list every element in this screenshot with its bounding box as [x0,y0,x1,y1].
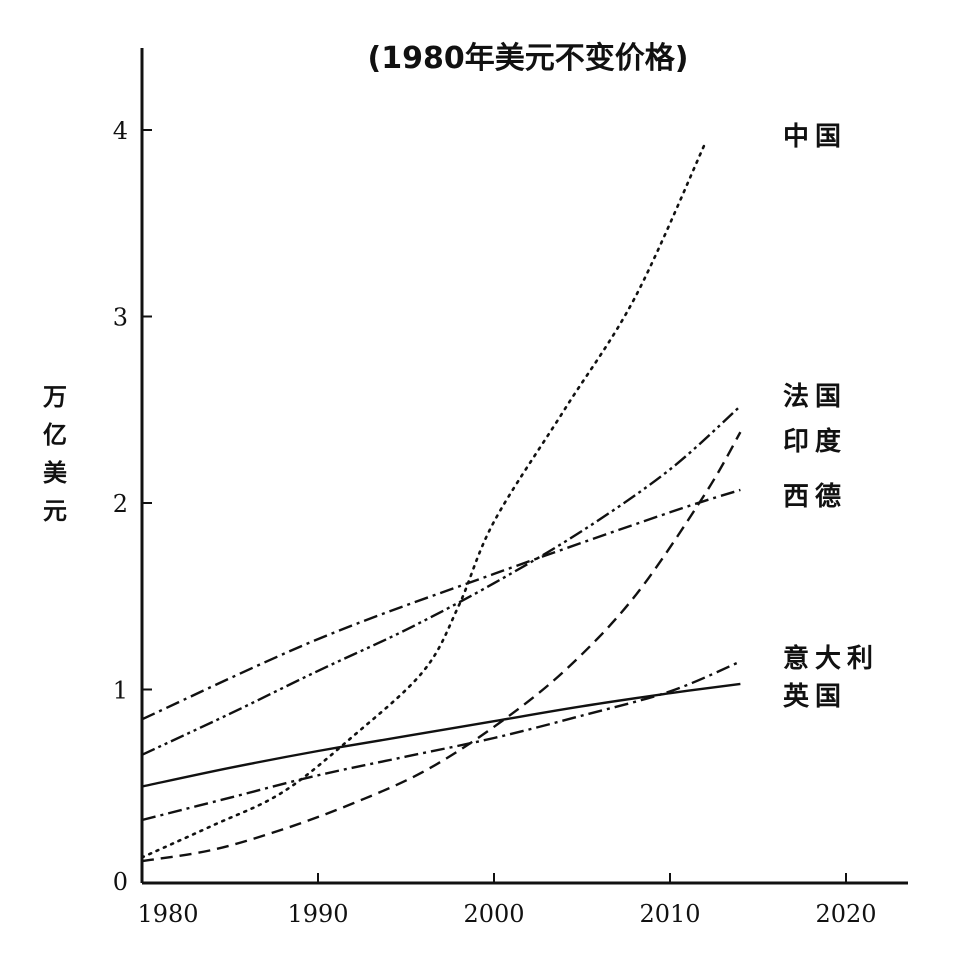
tick-labels: 0 1 2 3 4 1980 1990 2000 2010 2020 [113,117,877,928]
series-line-0 [140,141,707,859]
y-axis-label-char: 美 [43,459,67,487]
y-tick-label: 1 [113,677,128,705]
y-axis-label-char: 亿 [43,421,67,449]
chart-title: (1980年美元不变价格) [368,41,689,76]
axes [140,48,908,885]
series-label-5: 英国 [783,682,847,712]
series-line-1 [141,405,742,756]
y-tick-label: 2 [113,490,128,518]
y-tick-label: 0 [113,868,128,896]
y-tick-label: 4 [113,117,128,145]
y-axis-label-char: 元 [43,497,67,525]
series-label-4: 意大利 [783,643,879,674]
series-line-3 [141,488,741,721]
series-label-3: 西德 [783,482,847,512]
x-tick-label: 2010 [639,900,700,928]
x-tick-label: 1990 [287,900,348,928]
y-axis-label-char: 万 [43,383,67,411]
x-tick-label: 1980 [137,900,198,928]
series-line-4 [141,660,741,822]
series-line-5 [141,682,741,788]
x-tick-label: 2020 [815,900,876,928]
series-lines [140,141,742,863]
series-label-0: 中国 [783,122,847,152]
x-tick-label: 2000 [463,900,524,928]
series-label-1: 法国 [783,382,847,412]
series-line-2 [141,431,742,863]
series-label-2: 印度 [783,426,847,457]
y-tick-label: 3 [113,304,128,332]
